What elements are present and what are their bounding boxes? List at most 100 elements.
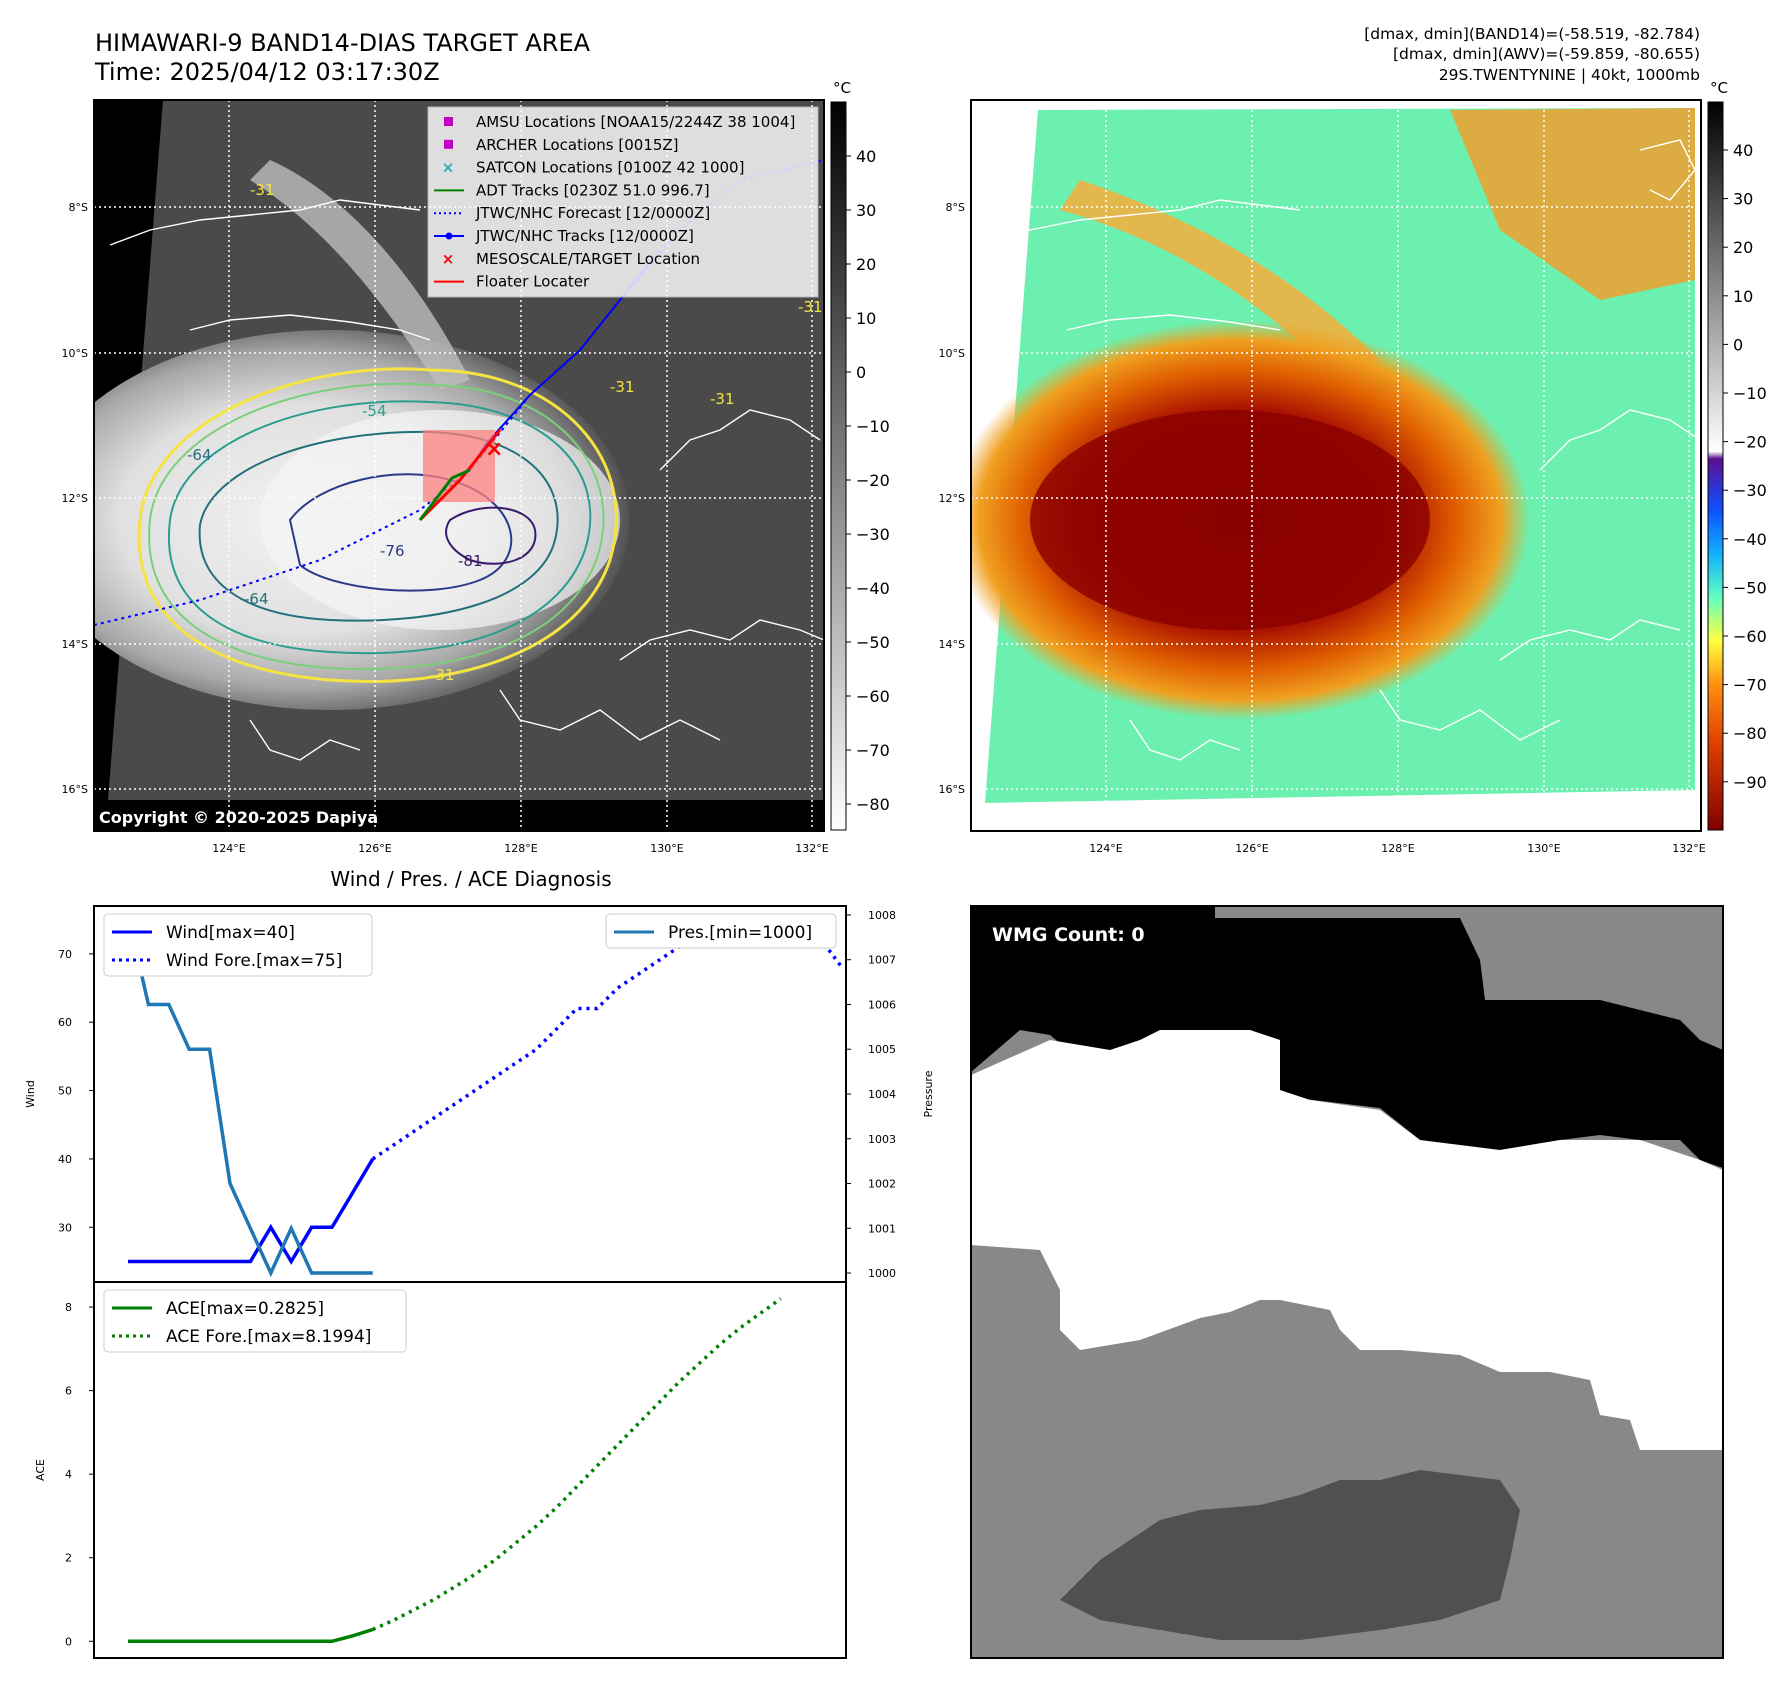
axis-tick-label: 1005 (868, 1043, 896, 1056)
map-legend-item: AMSU Locations [NOAA15/2244Z 38 1004] (444, 113, 795, 131)
contour-label: -81 (458, 552, 483, 570)
lon-label: 128°E (504, 842, 537, 855)
legend-dot-icon (445, 232, 453, 240)
floater-locater (418, 429, 502, 522)
figure-time: Time: 2025/04/12 03:17:30Z (94, 58, 440, 86)
map-legend-label: SATCON Locations [0100Z 42 1000] (476, 159, 744, 177)
awv-colorbar: °C 40 30 20 10 0 −10 −20 −30 −40 −50 −60 −70 −80 −90 (1707, 79, 1767, 831)
ace-fore-legend-label: ACE Fore.[max=8.1994] (166, 1327, 371, 1347)
map-legend-label: ADT Tracks [0230Z 51.0 996.7] (476, 181, 710, 199)
stats-band14: [dmax, dmin](BAND14)=(-58.519, -82.784) (1364, 25, 1700, 43)
contour-label: -31 (430, 666, 455, 684)
awv-map-panel: 8°S 10°S 12°S 14°S 16°S 124°E 126°E 128°… (939, 99, 1706, 855)
lat-label: 12°S (939, 492, 965, 505)
axis-tick-label: 8 (65, 1301, 72, 1314)
colorbar-tick-label: −70 (856, 741, 890, 760)
colorbar-tick-label: −80 (1733, 724, 1767, 743)
ir-colorbar-unit: °C (833, 79, 851, 97)
contour-labels: -31 -54 -64 -76 -81 -64 -31 -31 -31 -31 (187, 181, 823, 684)
lon-label: 130°E (650, 842, 683, 855)
target-marker: × (485, 437, 503, 462)
lon-label: 130°E (1527, 842, 1560, 855)
axis-tick-label: 1008 (868, 909, 896, 922)
axis-tick-label: 30 (58, 1221, 72, 1234)
lon-label: 124°E (212, 842, 245, 855)
contour-minus41 (148, 382, 605, 671)
legend-square-icon (444, 139, 453, 149)
wind-axis-label: Wind (24, 1080, 37, 1108)
axis-tick-label: 6 (65, 1385, 72, 1398)
colorbar-tick-label: 30 (1733, 190, 1753, 209)
ace-line (128, 1627, 374, 1644)
colorbar-tick-label: −70 (1733, 676, 1767, 695)
map-legend-item: ADT Tracks [0230Z 51.0 996.7] (434, 181, 710, 199)
axis-tick-label: 1004 (868, 1088, 896, 1101)
ace-legend-label: ACE[max=0.2825] (166, 1299, 324, 1319)
map-legend-label: JTWC/NHC Forecast [12/0000Z] (475, 204, 710, 222)
colorbar-tick-label: 40 (1733, 141, 1753, 160)
colorbar-tick-label: 10 (856, 309, 876, 328)
colorbar-tick-label: −40 (1733, 530, 1767, 549)
map-legend (427, 106, 819, 298)
axis-tick-label: 70 (58, 948, 72, 961)
adt-track (418, 468, 471, 521)
colorbar-tick-label: −30 (856, 525, 890, 544)
colorbar-tick-label: −50 (1733, 578, 1767, 597)
ace-legend (103, 1289, 407, 1353)
awv-lat-labels: 8°S 10°S 12°S 14°S 16°S (939, 201, 965, 796)
lon-label: 128°E (1381, 842, 1414, 855)
wind-fore-legend-label: Wind Fore.[max=75] (166, 951, 342, 971)
legend-x-icon: × (442, 250, 455, 268)
map-lat-labels: 8°S 10°S 12°S 14°S 16°S (62, 201, 88, 796)
map-legend-label: ARCHER Locations [0015Z] (476, 136, 679, 154)
contour-minus76 (288, 473, 513, 592)
lat-label: 10°S (939, 347, 965, 360)
wind-ticks: 70 60 50 40 30 (58, 948, 94, 1234)
colorbar-tick-label: −20 (856, 471, 890, 490)
coastlines (109, 199, 824, 761)
map-legend-item: × SATCON Locations [0100Z 42 1000] (442, 159, 745, 177)
lon-label: 132°E (795, 842, 828, 855)
axis-tick-label: 50 (58, 1085, 72, 1098)
contour-label: -54 (362, 402, 387, 420)
contour-label: -31 (710, 390, 735, 408)
ace-axis-label: ACE (34, 1459, 47, 1481)
awv-gridlines (971, 100, 1701, 831)
lat-label: 16°S (62, 783, 88, 796)
cloud-band (250, 160, 470, 390)
contour-label: -64 (187, 446, 212, 464)
awv-dry-northeast (1450, 108, 1695, 300)
figure-title: HIMAWARI-9 BAND14-DIAS TARGET AREA (95, 29, 591, 57)
wmg-dark-region (1060, 1470, 1520, 1640)
floater-box (423, 430, 495, 502)
awv-colorbar-bar (1707, 101, 1724, 831)
diagnosis-panel: Wind / Pres. / ACE Diagnosis Wind Pressu… (24, 867, 935, 1659)
lat-label: 8°S (69, 201, 88, 214)
storm-info: 29S.TWENTYNINE | 40kt, 1000mb (1439, 66, 1700, 84)
ir-map-panel: × -31 -54 -64 -76 -81 -64 -31 -31 -31 -3… (62, 99, 829, 855)
lat-label: 10°S (62, 347, 88, 360)
awv-colorbar-ticks: 40 30 20 10 0 −10 −20 −30 −40 −50 −60 −70 −80 −90 (1723, 141, 1767, 792)
colorbar-tick-label: 0 (1733, 335, 1743, 354)
lat-label: 14°S (62, 638, 88, 651)
cloud-core (260, 410, 620, 630)
axis-tick-label: 1003 (868, 1133, 896, 1146)
contour-minus31 (137, 367, 618, 683)
colorbar-tick-label: −60 (1733, 627, 1767, 646)
colorbar-tick-label: 10 (1733, 287, 1753, 306)
stats-awv: [dmax, dmin](AWV)=(-59.859, -80.655) (1393, 45, 1700, 63)
contour-label: -64 (244, 590, 269, 608)
colorbar-tick-label: −90 (1733, 773, 1767, 792)
lat-label: 8°S (946, 201, 965, 214)
lon-label: 124°E (1089, 842, 1122, 855)
axis-tick-label: 60 (58, 1016, 72, 1029)
contour-label: -31 (250, 181, 275, 199)
colorbar-tick-label: −30 (1733, 481, 1767, 500)
wmg-black-region (971, 906, 1723, 1168)
lon-label: 126°E (358, 842, 391, 855)
diagnosis-title: Wind / Pres. / ACE Diagnosis (330, 867, 611, 891)
colorbar-tick-label: 20 (856, 255, 876, 274)
colorbar-tick-label: 30 (856, 201, 876, 220)
contour-label: -31 (610, 378, 635, 396)
axis-tick-label: 1000 (868, 1267, 896, 1280)
